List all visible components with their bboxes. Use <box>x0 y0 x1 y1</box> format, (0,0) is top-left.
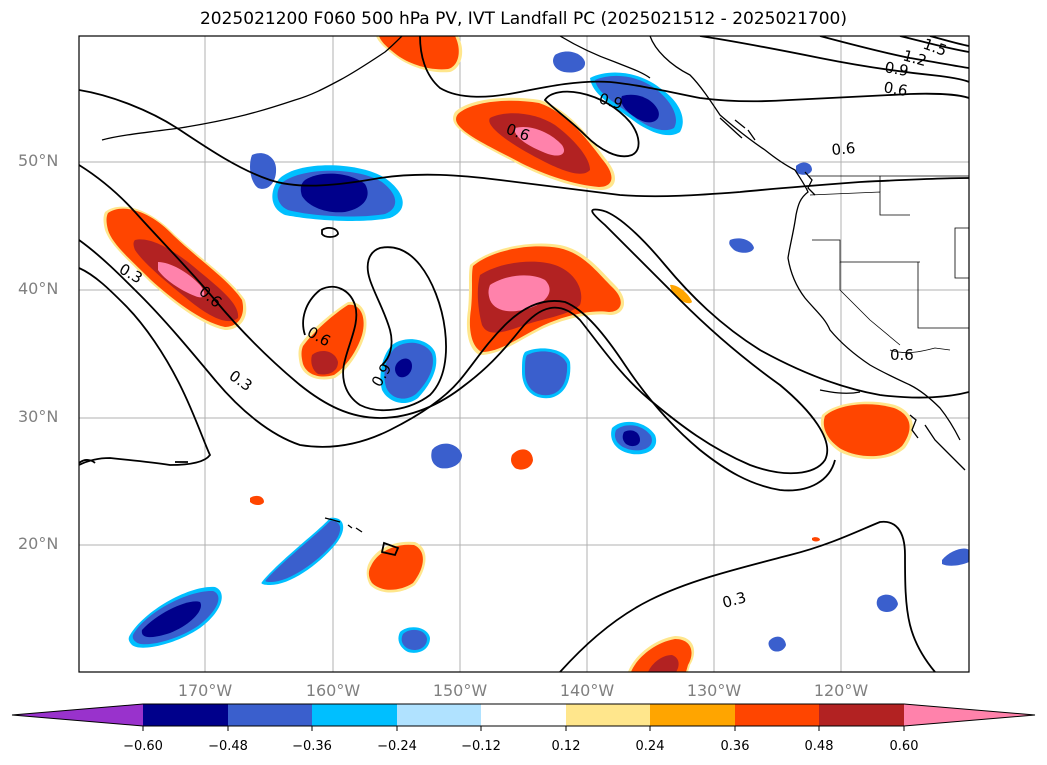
colorbar-segment <box>566 704 650 726</box>
contour-line <box>819 36 969 69</box>
contour-label: 1.5 <box>921 35 950 60</box>
contour-line <box>380 541 400 557</box>
lat-label-20n: 20°N <box>18 534 59 553</box>
pv-contours <box>79 36 969 672</box>
contour-label: 0.9 <box>883 58 910 80</box>
contour-label: 0.6 <box>882 78 909 100</box>
contour-line <box>79 89 969 198</box>
map-title: 2025021200 F060 500 hPa PV, IVT Landfall… <box>199 9 847 29</box>
colorbar-segment <box>650 704 735 726</box>
colorbar-extend-min <box>12 704 143 726</box>
contour-line <box>899 36 969 53</box>
colorbar <box>11 703 1036 731</box>
lon-label-140w: 140°W <box>559 681 615 700</box>
colorbar-tick-label: 0.36 <box>720 739 750 754</box>
lon-label-170w: 170°W <box>177 681 233 700</box>
contour-label: 0.6 <box>890 346 914 364</box>
coastlines <box>101 36 966 533</box>
political-borders <box>808 175 969 354</box>
lon-label-160w: 160°W <box>305 681 361 700</box>
lat-label-30n: 30°N <box>18 407 59 426</box>
lon-label-130w: 130°W <box>686 681 742 700</box>
colorbar-segment <box>819 704 904 726</box>
contour-line <box>321 227 339 238</box>
lon-label-150w: 150°W <box>432 681 488 700</box>
lat-label-40n: 40°N <box>18 279 59 298</box>
colorbar-segment <box>397 704 481 726</box>
colorbar-segment <box>228 704 312 726</box>
contour-line <box>419 36 969 103</box>
colorbar-segment <box>143 704 228 726</box>
contour-line <box>79 239 836 492</box>
colorbar-segment <box>735 704 819 726</box>
lon-label-120w: 120°W <box>813 681 869 700</box>
contour-line <box>559 520 936 672</box>
contour-line <box>699 36 969 83</box>
contour-line <box>79 164 969 475</box>
contour-label: 0.6 <box>831 139 856 159</box>
contour-line <box>929 36 969 47</box>
pv-positive-anomalies <box>103 36 913 672</box>
contour-label: 1.2 <box>901 46 929 70</box>
contour-label: 0.3 <box>720 588 748 612</box>
colorbar-segment <box>481 704 566 726</box>
colorbar-tick-label: 0.60 <box>889 739 919 754</box>
colorbar-tick-label: −0.12 <box>461 739 501 754</box>
colorbar-extend-max <box>904 704 1035 726</box>
contour-label: 0.9 <box>597 89 625 113</box>
colorbar-tick-label: −0.48 <box>208 739 248 754</box>
contour-line <box>79 267 212 466</box>
plot-frame <box>78 35 970 673</box>
contour-line <box>79 459 188 464</box>
colorbar-tick-label: 0.12 <box>551 739 581 754</box>
colorbar-tick-label: 0.24 <box>635 739 665 754</box>
colorbar-tick-label: −0.24 <box>377 739 417 754</box>
colorbar-tick-label: 0.48 <box>804 739 834 754</box>
contour-line <box>302 246 447 412</box>
contour-line <box>543 90 640 158</box>
colorbar-tick-label: −0.36 <box>292 739 332 754</box>
lat-label-50n: 50°N <box>18 151 59 170</box>
colorbar-tick-label: −0.60 <box>123 739 163 754</box>
colorbar-segment <box>312 704 397 726</box>
